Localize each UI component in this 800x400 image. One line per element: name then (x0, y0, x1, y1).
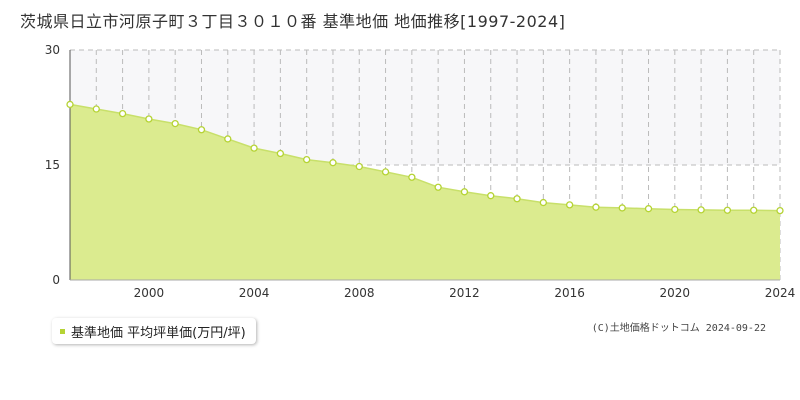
data-point (145, 115, 153, 123)
data-point (723, 206, 732, 214)
data-point (487, 192, 495, 200)
series-points (66, 100, 784, 215)
series-line (69, 103, 781, 212)
data-point (592, 203, 600, 211)
x-tick-label: 2004 (239, 286, 270, 300)
y-tick-label: 30 (45, 43, 60, 57)
y-tick-labels: 0 15 30 (45, 43, 60, 287)
data-point (224, 135, 232, 143)
data-point (697, 206, 705, 214)
data-point (750, 206, 758, 214)
copyright-text: (C)土地価格ドットコム 2024-09-22 (591, 323, 766, 334)
data-point (408, 173, 416, 181)
chart-title: 茨城県日立市河原子町３丁目３０１０番 基準地価 地価推移[1997-2024] (20, 12, 566, 31)
legend-marker (60, 328, 65, 334)
data-point (644, 205, 653, 213)
y-tick-label: 15 (45, 158, 60, 172)
x-tick-label: 2008 (344, 286, 375, 300)
data-point (92, 105, 100, 113)
x-tick-label: 2012 (449, 286, 480, 300)
data-point (355, 162, 363, 171)
data-point (618, 204, 626, 212)
data-point (671, 205, 679, 214)
data-point (250, 144, 258, 152)
x-tick-labels: 2000 2004 2008 2012 2016 2020 2024 (134, 286, 796, 300)
data-point (329, 159, 337, 167)
x-tick-label: 2020 (660, 286, 691, 300)
data-point (434, 183, 442, 191)
data-point (66, 100, 74, 109)
x-tick-label: 2000 (134, 286, 165, 300)
data-point (513, 195, 521, 203)
series-area (70, 104, 780, 281)
data-point (776, 206, 784, 215)
data-point (171, 119, 179, 128)
data-point (197, 126, 206, 134)
y-tick-label: 0 (52, 273, 60, 287)
data-point (276, 149, 285, 158)
x-tick-label: 2016 (554, 286, 585, 300)
data-point (565, 201, 574, 209)
data-point (460, 188, 469, 196)
legend-label: 基準地価 平均坪単価(万円/坪) (71, 325, 246, 341)
data-point (118, 109, 127, 118)
data-point (303, 155, 311, 164)
data-point (539, 198, 547, 207)
x-tick-label: 2024 (765, 286, 796, 300)
legend: 基準地価 平均坪単価(万円/坪) (52, 318, 256, 344)
data-point (381, 168, 390, 176)
